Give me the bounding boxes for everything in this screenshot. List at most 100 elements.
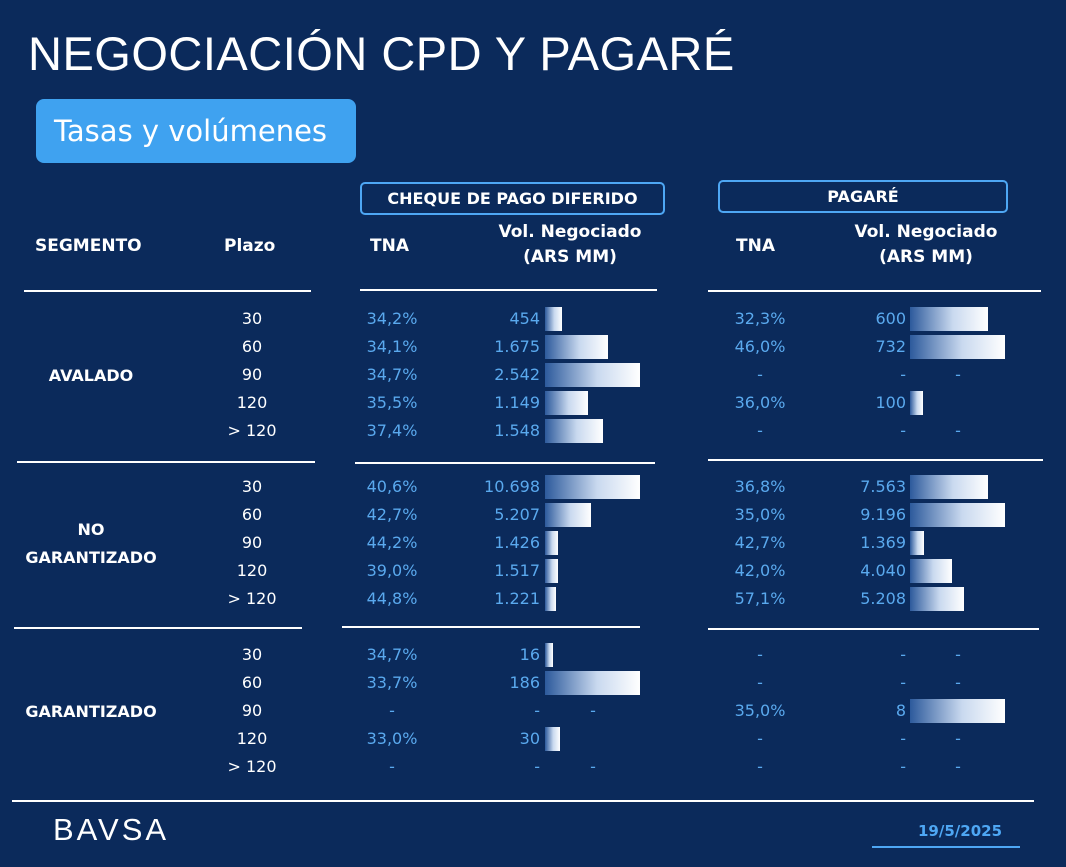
cpd-tna-cell: 44,8% [366,589,418,608]
pagare-tna-cell: - [757,673,763,692]
pagare-vol-cell: 7.563 [860,477,906,496]
cpd-tna-cell: 34,2% [366,309,418,328]
cpd-vol-cell: 2.542 [494,365,540,384]
plazo-cell: 120 [236,393,268,412]
pagare-bar-dash: - [955,757,961,776]
pagare-bar-dash: - [955,421,961,440]
cpd-tna-cell: 34,1% [366,337,418,356]
cpd-tna-cell: 39,0% [366,561,418,580]
pagare-vol-cell: - [900,673,906,692]
pagare-vol-bar [910,699,1005,723]
cpd-vol-bar [545,587,556,611]
cpd-tna-cell: 34,7% [366,645,418,664]
cpd-vol-bar [545,335,608,359]
page-title: NEGOCIACIÓN CPD Y PAGARÉ [28,27,735,80]
cpd-tna-cell: 34,7% [366,365,418,384]
pagare-bar-dash: - [955,645,961,664]
separator-line [342,626,640,628]
group-header-cpd: CHEQUE DE PAGO DIFERIDO [360,182,665,215]
pagare-vol-cell: 9.196 [860,505,906,524]
segment-label-line: GARANTIZADO [25,548,157,567]
separator-line [708,628,1039,630]
pagare-bar-dash: - [955,673,961,692]
pagare-tna-cell: 46,0% [734,337,786,356]
pagare-tna-cell: 35,0% [734,505,786,524]
pagare-vol-bar [910,391,923,415]
cpd-tna-cell: 44,2% [366,533,418,552]
pagare-vol-cell: 5.208 [860,589,906,608]
cpd-vol-cell: - [534,757,540,776]
plazo-cell: 90 [241,365,263,384]
cpd-vol-cell: 186 [509,673,540,692]
separator-line [355,462,655,464]
cpd-tna-cell: 35,5% [366,393,418,412]
header-segmento: SEGMENTO [35,236,142,256]
cpd-vol-cell: - [534,701,540,720]
cpd-vol-bar [545,363,640,387]
cpd-vol-cell: 5.207 [494,505,540,524]
pagare-vol-cell: 600 [875,309,906,328]
cpd-tna-cell: 42,7% [366,505,418,524]
cpd-vol-bar [545,391,588,415]
pagare-tna-cell: - [757,421,763,440]
pagare-vol-cell: 4.040 [860,561,906,580]
pagare-vol-cell: 100 [875,393,906,412]
pagare-tna-cell: - [757,729,763,748]
footer-line [12,800,1034,802]
separator-line [360,289,657,291]
pagare-tna-cell: 35,0% [734,701,786,720]
pagare-tna-cell: 42,0% [734,561,786,580]
cpd-vol-bar [545,307,562,331]
cpd-tna-cell: 33,7% [366,673,418,692]
pagare-tna-cell: 32,3% [734,309,786,328]
pagare-tna-cell: 57,1% [734,589,786,608]
plazo-cell: 90 [241,533,263,552]
cpd-vol-bar [545,475,640,499]
plazo-cell: 120 [236,561,268,580]
pagare-bar-dash: - [955,365,961,384]
pagare-vol-cell: 1.369 [860,533,906,552]
plazo-cell: 90 [241,701,263,720]
cpd-vol-cell: 1.149 [494,393,540,412]
pagare-vol-cell: - [900,365,906,384]
cpd-tna-cell: 40,6% [366,477,418,496]
segment-label: AVALADO [16,362,166,390]
header-pagare-vol-line1: Vol. Negociado [854,222,998,242]
cpd-vol-cell: 16 [519,645,540,664]
pagare-bar-dash: - [955,729,961,748]
pagare-vol-bar [910,503,1005,527]
group-header-pagare: PAGARÉ [718,180,1008,213]
pagare-vol-bar [910,587,964,611]
pagare-vol-cell: 732 [875,337,906,356]
cpd-vol-cell: 1.517 [494,561,540,580]
separator-line [14,627,302,629]
cpd-vol-bar [545,671,640,695]
plazo-cell: 60 [241,673,263,692]
cpd-vol-bar [545,559,559,583]
pagare-tna-cell: 42,7% [734,533,786,552]
report-date: 19/5/2025 [917,822,1003,840]
cpd-vol-cell: 1.426 [494,533,540,552]
cpd-bar-dash: - [590,757,596,776]
cpd-vol-cell: 30 [519,729,540,748]
cpd-vol-bar [545,503,592,527]
cpd-tna-cell: 33,0% [366,729,418,748]
cpd-vol-bar [545,419,603,443]
header-cpd-vol-line1: Vol. Negociado [498,222,642,242]
pagare-tna-cell: - [757,757,763,776]
pagare-vol-cell: 8 [895,701,906,720]
pagare-vol-bar [910,475,989,499]
plazo-cell: 60 [241,337,263,356]
header-pagare-vol: Vol. Negociado (ARS MM) [826,220,1026,270]
plazo-cell: > 120 [227,757,277,776]
segment-label: NO GARANTIZADO [16,516,166,572]
segment-label-line: GARANTIZADO [25,702,157,721]
plazo-cell: 120 [236,729,268,748]
subtitle-pill: Tasas y volúmenes [36,99,356,163]
pagare-vol-bar [910,559,952,583]
segment-label-line: NO [77,520,105,539]
cpd-tna-cell: - [389,701,395,720]
plazo-cell: 30 [241,645,263,664]
header-cpd-tna: TNA [370,236,409,256]
plazo-cell: > 120 [227,421,277,440]
